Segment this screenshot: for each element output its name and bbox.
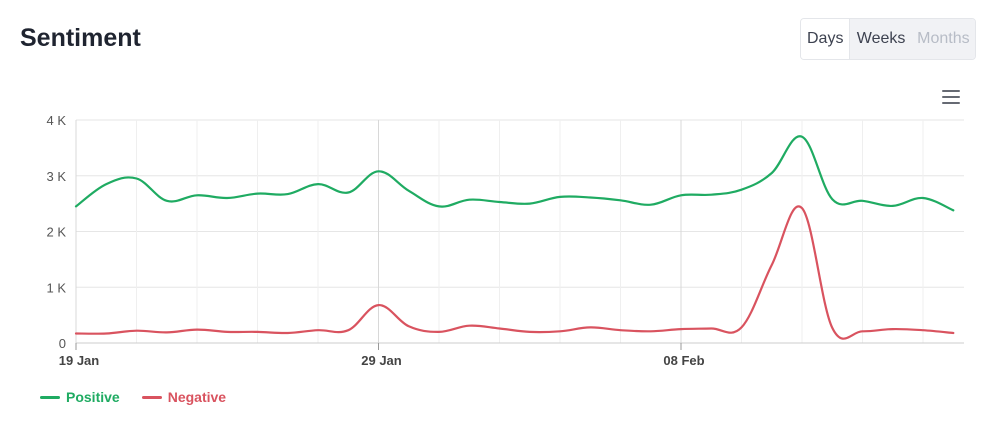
legend-swatch-positive bbox=[40, 395, 60, 399]
legend-item-positive[interactable]: Positive bbox=[40, 389, 120, 405]
range-toggle: Days Weeks Months bbox=[800, 18, 976, 60]
x-tick-label: 29 Jan bbox=[361, 353, 402, 368]
y-tick-label: 3 K bbox=[46, 169, 66, 184]
y-tick-label: 0 bbox=[59, 336, 66, 351]
y-tick-label: 2 K bbox=[46, 225, 66, 240]
x-tick-label: 19 Jan bbox=[59, 353, 100, 368]
series-line-positive bbox=[74, 135, 955, 212]
legend-swatch-negative bbox=[141, 395, 162, 399]
legend-item-negative[interactable]: Negative bbox=[141, 389, 227, 405]
range-option-weeks[interactable]: Weeks bbox=[850, 19, 912, 59]
chart-legend: Positive Negative bbox=[40, 389, 248, 405]
range-option-days[interactable]: Days bbox=[801, 19, 851, 59]
x-tick-label: 08 Feb bbox=[663, 353, 704, 368]
hamburger-menu-icon[interactable] bbox=[942, 89, 960, 105]
chart-series bbox=[74, 135, 955, 340]
series-line-negative bbox=[74, 205, 955, 340]
chart-grid bbox=[75, 119, 964, 344]
page-title: Sentiment bbox=[20, 24, 141, 52]
y-tick-label: 1 K bbox=[46, 280, 66, 295]
legend-label-negative: Negative bbox=[167, 389, 227, 405]
legend-label-positive: Positive bbox=[66, 389, 120, 405]
y-tick-label: 4 K bbox=[46, 113, 66, 128]
range-option-months[interactable]: Months bbox=[911, 19, 975, 59]
chart-axes: 0 1 K 2 K 3 K 4 K 19 Jan 29 Jan 08 Feb bbox=[46, 113, 964, 368]
